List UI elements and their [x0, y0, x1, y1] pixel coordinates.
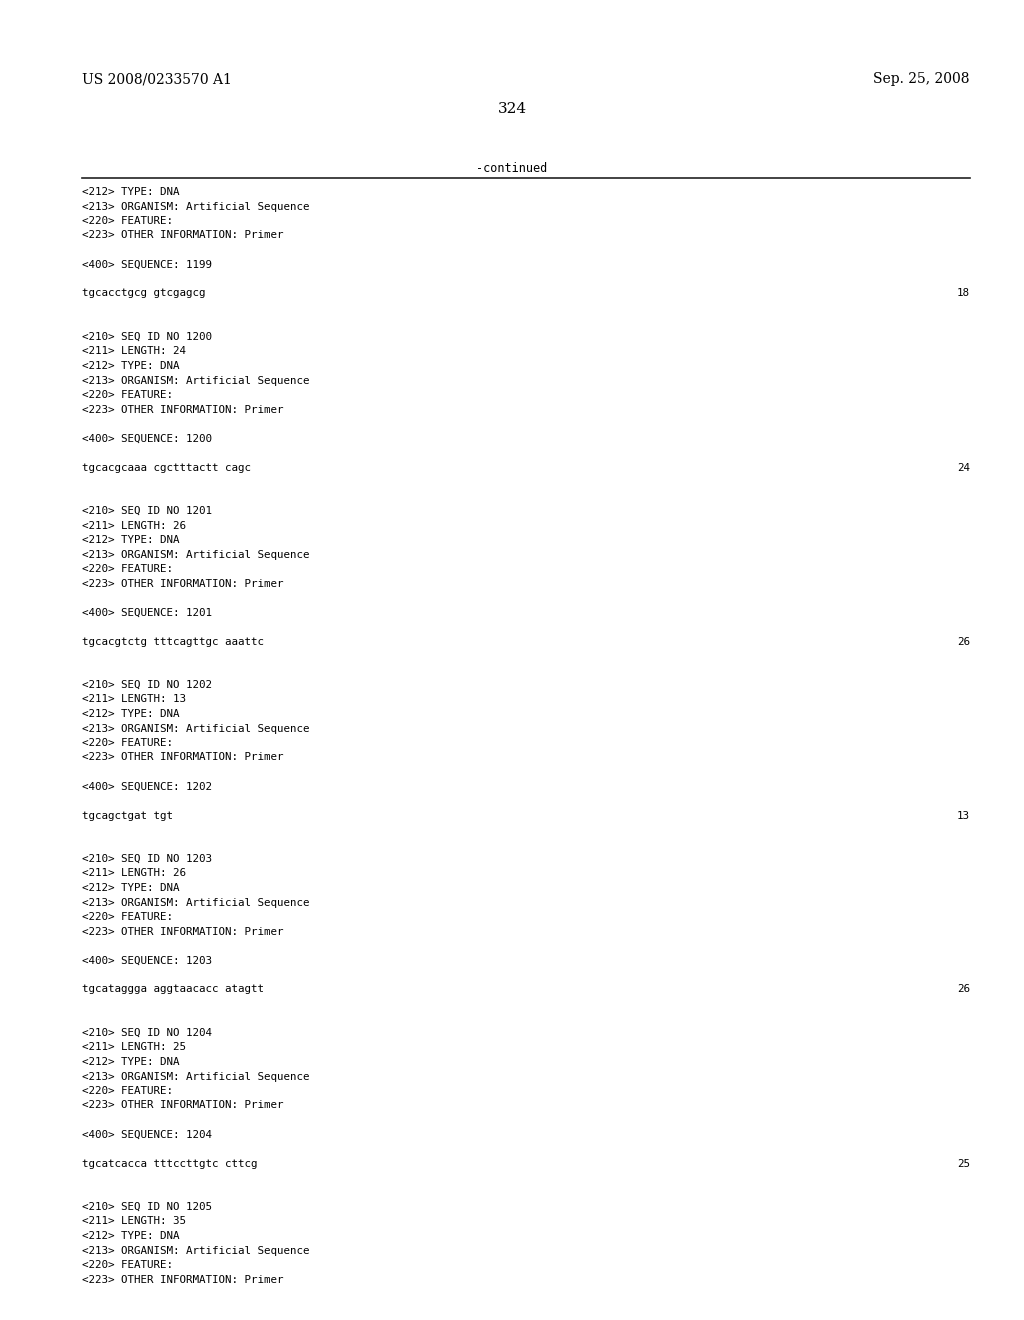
Text: <213> ORGANISM: Artificial Sequence: <213> ORGANISM: Artificial Sequence [82, 375, 309, 385]
Text: <212> TYPE: DNA: <212> TYPE: DNA [82, 883, 179, 894]
Text: <210> SEQ ID NO 1203: <210> SEQ ID NO 1203 [82, 854, 212, 865]
Text: <223> OTHER INFORMATION: Primer: <223> OTHER INFORMATION: Primer [82, 578, 284, 589]
Text: tgcacgcaaa cgctttactt cagc: tgcacgcaaa cgctttactt cagc [82, 462, 251, 473]
Text: <211> LENGTH: 26: <211> LENGTH: 26 [82, 869, 186, 879]
Text: tgcatcacca tttccttgtc cttcg: tgcatcacca tttccttgtc cttcg [82, 1159, 257, 1168]
Text: <213> ORGANISM: Artificial Sequence: <213> ORGANISM: Artificial Sequence [82, 549, 309, 560]
Text: <220> FEATURE:: <220> FEATURE: [82, 389, 173, 400]
Text: <210> SEQ ID NO 1205: <210> SEQ ID NO 1205 [82, 1203, 212, 1212]
Text: <220> FEATURE:: <220> FEATURE: [82, 216, 173, 226]
Text: <220> FEATURE:: <220> FEATURE: [82, 738, 173, 748]
Text: <212> TYPE: DNA: <212> TYPE: DNA [82, 360, 179, 371]
Text: 13: 13 [957, 810, 970, 821]
Text: <212> TYPE: DNA: <212> TYPE: DNA [82, 535, 179, 545]
Text: <223> OTHER INFORMATION: Primer: <223> OTHER INFORMATION: Primer [82, 752, 284, 763]
Text: <400> SEQUENCE: 1203: <400> SEQUENCE: 1203 [82, 956, 212, 965]
Text: 18: 18 [957, 289, 970, 298]
Text: <220> FEATURE:: <220> FEATURE: [82, 564, 173, 574]
Text: <212> TYPE: DNA: <212> TYPE: DNA [82, 1232, 179, 1241]
Text: <213> ORGANISM: Artificial Sequence: <213> ORGANISM: Artificial Sequence [82, 202, 309, 211]
Text: -continued: -continued [476, 162, 548, 176]
Text: 26: 26 [957, 985, 970, 994]
Text: 324: 324 [498, 102, 526, 116]
Text: <213> ORGANISM: Artificial Sequence: <213> ORGANISM: Artificial Sequence [82, 898, 309, 908]
Text: <212> TYPE: DNA: <212> TYPE: DNA [82, 709, 179, 719]
Text: tgcacctgcg gtcgagcg: tgcacctgcg gtcgagcg [82, 289, 206, 298]
Text: <210> SEQ ID NO 1204: <210> SEQ ID NO 1204 [82, 1028, 212, 1038]
Text: <223> OTHER INFORMATION: Primer: <223> OTHER INFORMATION: Primer [82, 927, 284, 936]
Text: <210> SEQ ID NO 1202: <210> SEQ ID NO 1202 [82, 680, 212, 690]
Text: <223> OTHER INFORMATION: Primer: <223> OTHER INFORMATION: Primer [82, 1101, 284, 1110]
Text: <223> OTHER INFORMATION: Primer: <223> OTHER INFORMATION: Primer [82, 404, 284, 414]
Text: <400> SEQUENCE: 1202: <400> SEQUENCE: 1202 [82, 781, 212, 792]
Text: <220> FEATURE:: <220> FEATURE: [82, 1261, 173, 1270]
Text: <210> SEQ ID NO 1200: <210> SEQ ID NO 1200 [82, 333, 212, 342]
Text: <211> LENGTH: 13: <211> LENGTH: 13 [82, 694, 186, 705]
Text: US 2008/0233570 A1: US 2008/0233570 A1 [82, 73, 231, 86]
Text: tgcagctgat tgt: tgcagctgat tgt [82, 810, 173, 821]
Text: <210> SEQ ID NO 1201: <210> SEQ ID NO 1201 [82, 506, 212, 516]
Text: <400> SEQUENCE: 1199: <400> SEQUENCE: 1199 [82, 260, 212, 269]
Text: <400> SEQUENCE: 1204: <400> SEQUENCE: 1204 [82, 1130, 212, 1139]
Text: <211> LENGTH: 26: <211> LENGTH: 26 [82, 520, 186, 531]
Text: <220> FEATURE:: <220> FEATURE: [82, 912, 173, 921]
Text: <213> ORGANISM: Artificial Sequence: <213> ORGANISM: Artificial Sequence [82, 1072, 309, 1081]
Text: <211> LENGTH: 24: <211> LENGTH: 24 [82, 346, 186, 356]
Text: <212> TYPE: DNA: <212> TYPE: DNA [82, 187, 179, 197]
Text: <211> LENGTH: 35: <211> LENGTH: 35 [82, 1217, 186, 1226]
Text: <213> ORGANISM: Artificial Sequence: <213> ORGANISM: Artificial Sequence [82, 723, 309, 734]
Text: <400> SEQUENCE: 1200: <400> SEQUENCE: 1200 [82, 433, 212, 444]
Text: <211> LENGTH: 25: <211> LENGTH: 25 [82, 1043, 186, 1052]
Text: tgcataggga aggtaacacc atagtt: tgcataggga aggtaacacc atagtt [82, 985, 264, 994]
Text: 26: 26 [957, 636, 970, 647]
Text: 24: 24 [957, 462, 970, 473]
Text: <223> OTHER INFORMATION: Primer: <223> OTHER INFORMATION: Primer [82, 1275, 284, 1284]
Text: <223> OTHER INFORMATION: Primer: <223> OTHER INFORMATION: Primer [82, 231, 284, 240]
Text: <220> FEATURE:: <220> FEATURE: [82, 1086, 173, 1096]
Text: <213> ORGANISM: Artificial Sequence: <213> ORGANISM: Artificial Sequence [82, 1246, 309, 1255]
Text: <400> SEQUENCE: 1201: <400> SEQUENCE: 1201 [82, 607, 212, 618]
Text: tgcacgtctg tttcagttgc aaattc: tgcacgtctg tttcagttgc aaattc [82, 636, 264, 647]
Text: Sep. 25, 2008: Sep. 25, 2008 [873, 73, 970, 86]
Text: <212> TYPE: DNA: <212> TYPE: DNA [82, 1057, 179, 1067]
Text: 25: 25 [957, 1159, 970, 1168]
